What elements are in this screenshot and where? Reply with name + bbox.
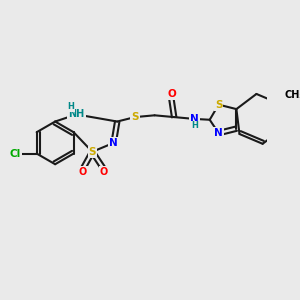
- Text: S: S: [215, 100, 222, 110]
- Text: S: S: [131, 112, 139, 122]
- Text: CH₃: CH₃: [285, 90, 300, 100]
- Text: NH: NH: [68, 109, 85, 118]
- Text: Cl: Cl: [10, 148, 21, 159]
- Text: N: N: [214, 128, 223, 138]
- Text: O: O: [78, 167, 87, 177]
- Text: O: O: [167, 89, 176, 99]
- Text: S: S: [88, 147, 96, 157]
- Text: N: N: [109, 138, 118, 148]
- Text: H: H: [191, 122, 198, 130]
- Text: O: O: [100, 167, 108, 177]
- Text: H: H: [68, 102, 75, 111]
- Text: N: N: [190, 114, 199, 124]
